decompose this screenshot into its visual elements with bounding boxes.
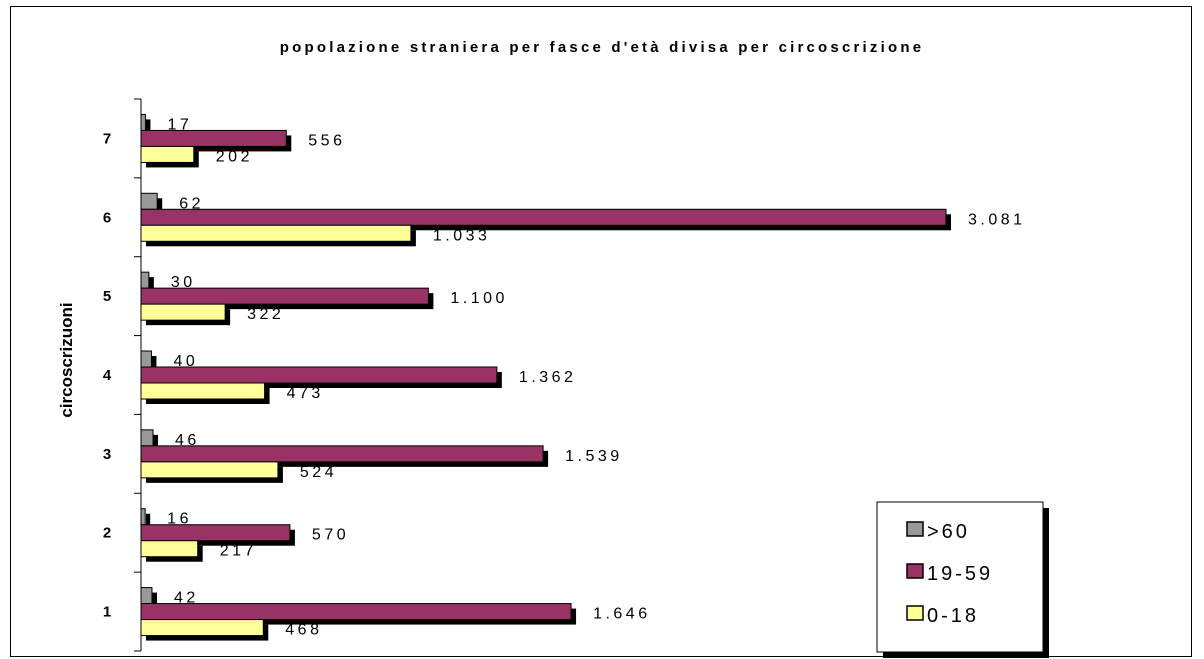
bar	[140, 303, 226, 321]
data-label: 217	[220, 543, 257, 560]
bar	[140, 445, 544, 463]
legend-entry: >60	[927, 521, 970, 543]
data-label: 17	[167, 116, 192, 133]
legend-swatch	[906, 521, 924, 537]
bar	[140, 619, 264, 637]
category-tick-label: 3	[103, 446, 111, 463]
category-tick-label: 7	[103, 130, 111, 147]
bar	[140, 540, 199, 558]
bar	[140, 192, 158, 210]
category-tick-label: 1	[103, 604, 111, 621]
bar	[140, 603, 572, 621]
legend-box	[876, 501, 1044, 653]
bar	[140, 461, 279, 479]
data-label: 1.100	[450, 290, 508, 307]
bar	[140, 350, 152, 368]
bar-shadow	[146, 277, 154, 294]
bar	[140, 508, 146, 526]
legend-swatch	[906, 605, 924, 621]
legend-entry: 0-18	[927, 605, 979, 627]
category-tick-label: 5	[103, 288, 111, 305]
bar	[140, 382, 266, 400]
legend: >60 19-59 0-18	[876, 501, 1049, 658]
data-label: 30	[171, 274, 196, 291]
data-label: 16	[167, 511, 192, 528]
bar	[140, 271, 150, 289]
bar	[140, 224, 412, 242]
chart-frame: popolazione straniera per fasce d'età di…	[10, 6, 1192, 658]
bar-shadow	[146, 119, 151, 136]
category-tick-label: 2	[103, 525, 111, 542]
y-axis-label: circoscrizuoni	[57, 302, 76, 417]
data-label: 1.646	[593, 606, 651, 623]
bar	[140, 145, 195, 163]
legend-swatch	[906, 563, 924, 579]
chart-title: popolazione straniera per fasce d'età di…	[280, 39, 925, 56]
data-label: 1.539	[565, 448, 623, 465]
data-label: 3.081	[968, 211, 1026, 228]
data-label: 570	[312, 527, 349, 544]
data-label: 1.362	[519, 369, 577, 386]
chart-svg: popolazione straniera per fasce d'età di…	[57, 39, 1049, 658]
data-label: 524	[300, 464, 337, 481]
bar	[140, 113, 146, 131]
legend-entry: 19-59	[927, 563, 993, 585]
data-label: 322	[247, 306, 284, 323]
data-label: 46	[175, 432, 200, 449]
bar	[140, 587, 153, 605]
category-tick-label: 6	[103, 209, 111, 226]
bar	[140, 429, 154, 447]
bar	[140, 129, 287, 147]
data-label: 62	[179, 195, 204, 212]
category-tick-label: 4	[103, 367, 112, 384]
bar	[140, 366, 498, 384]
data-label: 202	[216, 148, 253, 165]
data-label: 473	[287, 385, 324, 402]
bar	[140, 287, 429, 305]
data-label: 1.033	[433, 227, 491, 244]
plot-area: 1 42 1.646 468 2 16 570 217 3 46 1.539 524 4 40 1.362 4…	[103, 98, 1026, 652]
bar	[140, 208, 947, 226]
data-label: 556	[308, 132, 345, 149]
data-label: 42	[174, 590, 199, 607]
data-label: 40	[173, 353, 198, 370]
bar	[140, 524, 291, 542]
bar-shadow	[146, 513, 151, 530]
data-label: 468	[285, 622, 322, 639]
